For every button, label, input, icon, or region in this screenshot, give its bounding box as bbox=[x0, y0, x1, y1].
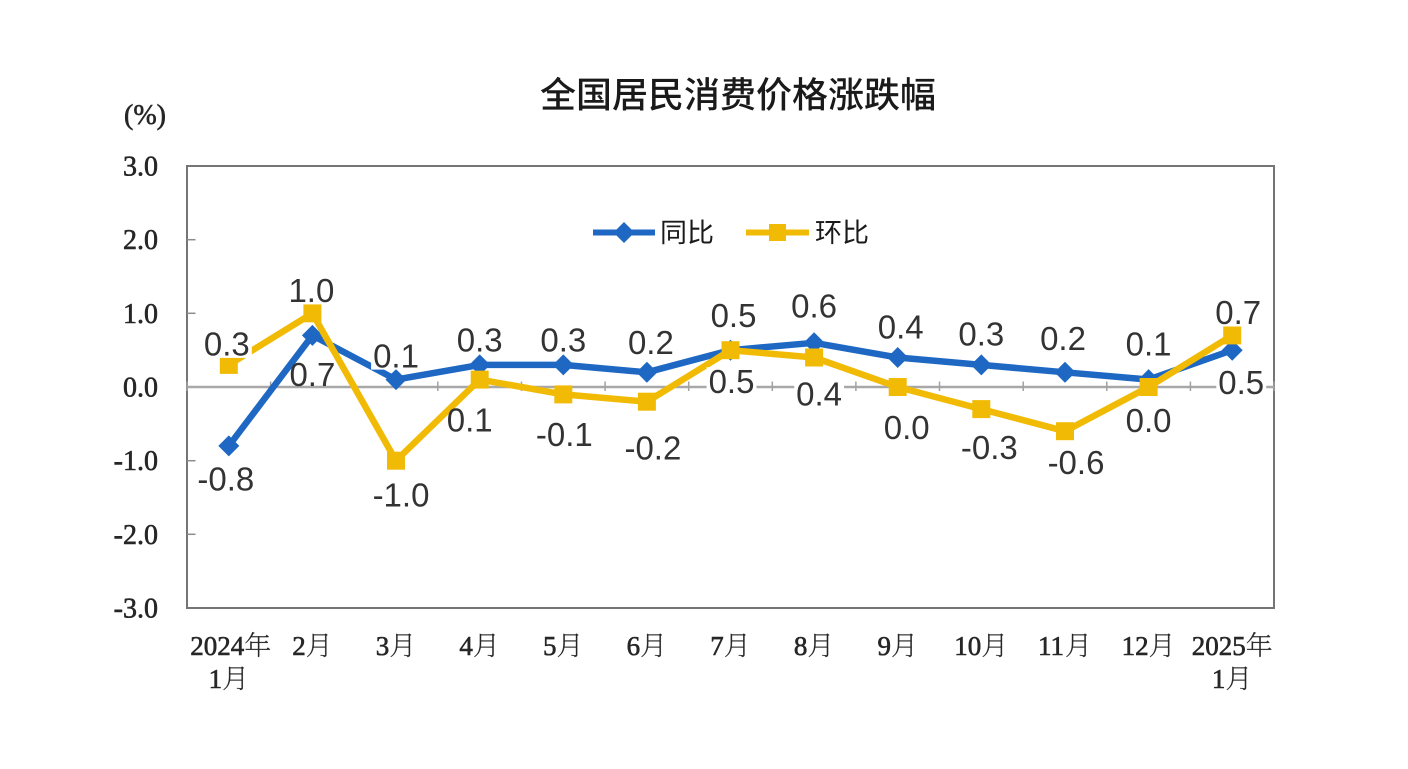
svg-text:2024: 2024 bbox=[190, 631, 245, 661]
svg-text:2: 2 bbox=[292, 631, 306, 661]
svg-text:3: 3 bbox=[376, 631, 390, 661]
svg-text:4: 4 bbox=[459, 631, 473, 661]
svg-text:12: 12 bbox=[1122, 631, 1149, 661]
svg-text:1.0: 1.0 bbox=[288, 272, 334, 309]
svg-text:9: 9 bbox=[878, 631, 892, 661]
svg-text:-2.0: -2.0 bbox=[114, 520, 158, 551]
svg-text:0.2: 0.2 bbox=[1040, 320, 1086, 357]
svg-text:0.0: 0.0 bbox=[123, 373, 158, 404]
svg-text:0.2: 0.2 bbox=[628, 324, 674, 361]
svg-text:1.0: 1.0 bbox=[123, 299, 158, 330]
svg-text:-1.0: -1.0 bbox=[373, 477, 430, 514]
svg-text:7: 7 bbox=[710, 631, 724, 661]
svg-text:0.1: 0.1 bbox=[373, 337, 419, 374]
svg-text:0.4: 0.4 bbox=[796, 375, 842, 412]
svg-text:11: 11 bbox=[1038, 631, 1064, 661]
svg-text:0.3: 0.3 bbox=[958, 316, 1004, 353]
svg-text:1: 1 bbox=[209, 664, 223, 694]
svg-text:10: 10 bbox=[954, 631, 981, 661]
svg-text:6: 6 bbox=[627, 631, 641, 661]
svg-text:-3.0: -3.0 bbox=[114, 594, 158, 625]
svg-text:(%): (%) bbox=[124, 100, 166, 131]
svg-text:0.1: 0.1 bbox=[1126, 325, 1172, 362]
svg-text:0.4: 0.4 bbox=[878, 308, 924, 345]
svg-text:-0.3: -0.3 bbox=[961, 429, 1018, 466]
svg-text:0.6: 0.6 bbox=[791, 288, 837, 325]
svg-text:0.1: 0.1 bbox=[447, 401, 493, 438]
svg-text:3.0: 3.0 bbox=[123, 152, 158, 183]
svg-text:0.0: 0.0 bbox=[1126, 402, 1172, 439]
svg-text:-0.1: -0.1 bbox=[536, 416, 593, 453]
svg-text:0.5: 0.5 bbox=[709, 363, 755, 400]
svg-text:0.7: 0.7 bbox=[289, 356, 335, 393]
svg-text:0.3: 0.3 bbox=[204, 326, 250, 363]
svg-text:0.3: 0.3 bbox=[540, 322, 586, 359]
svg-text:2.0: 2.0 bbox=[123, 225, 158, 256]
svg-text:2025: 2025 bbox=[1192, 631, 1246, 661]
svg-text:0.0: 0.0 bbox=[884, 409, 930, 446]
svg-text:-0.2: -0.2 bbox=[624, 430, 681, 467]
svg-text:0.7: 0.7 bbox=[1215, 294, 1261, 331]
svg-text:1: 1 bbox=[1212, 664, 1226, 694]
svg-text:5: 5 bbox=[543, 631, 557, 661]
svg-text:0.5: 0.5 bbox=[711, 297, 757, 334]
svg-text:-0.8: -0.8 bbox=[197, 461, 254, 498]
svg-text:8: 8 bbox=[794, 631, 808, 661]
svg-text:-0.6: -0.6 bbox=[1048, 444, 1105, 481]
svg-text:0.3: 0.3 bbox=[457, 322, 503, 359]
svg-text:0.5: 0.5 bbox=[1218, 364, 1264, 401]
svg-text:-1.0: -1.0 bbox=[114, 446, 158, 477]
